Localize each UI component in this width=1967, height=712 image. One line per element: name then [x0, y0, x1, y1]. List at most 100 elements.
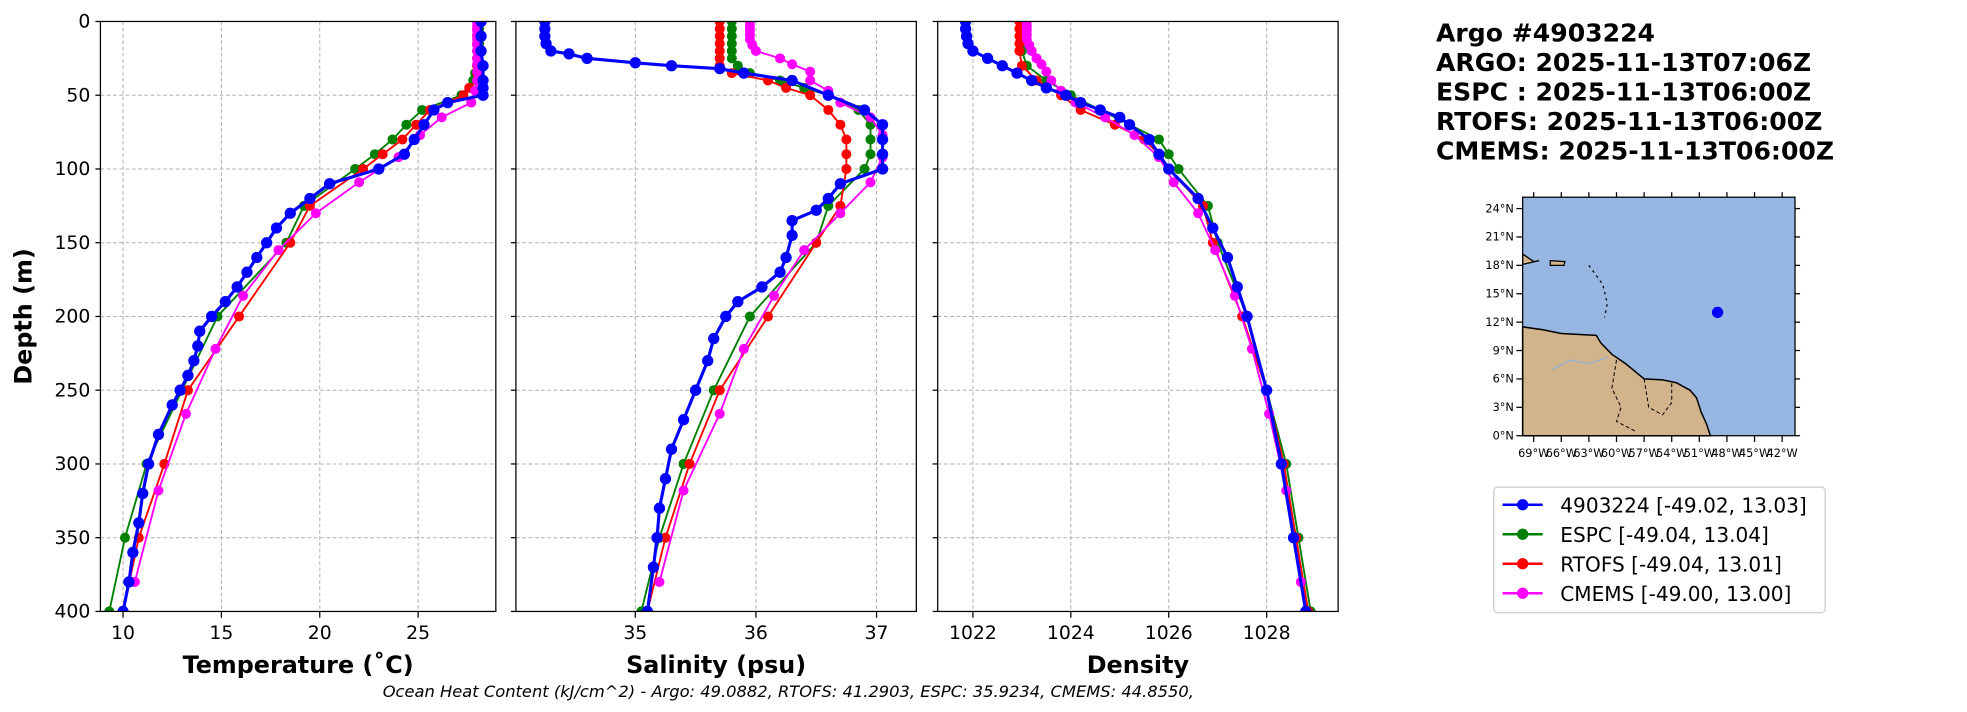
data-point-argo: [1153, 148, 1165, 160]
data-point-argo: [1260, 384, 1273, 396]
x-tick-label: 35: [623, 623, 647, 644]
data-point-argo: [822, 192, 834, 205]
data-point-cmems: [769, 290, 780, 301]
data-point-argo: [714, 63, 726, 75]
lon-tick-label: 54°W: [1656, 447, 1687, 460]
data-point-argo: [192, 340, 204, 352]
data-point-argo: [659, 473, 672, 485]
data-point-argo: [1207, 222, 1219, 234]
data-point-argo: [545, 45, 557, 57]
data-point-cmems: [466, 97, 477, 108]
data-point-argo: [651, 532, 663, 544]
data-point-argo: [1011, 67, 1023, 79]
data-point-rtofs: [841, 134, 852, 145]
data-point-argo: [1163, 163, 1175, 175]
axis-frame: [937, 20, 1339, 613]
data-point-argo: [876, 119, 889, 131]
data-point-argo: [563, 48, 575, 60]
argo-location-marker: [1711, 306, 1724, 319]
data-point-cmems: [273, 245, 284, 256]
lon-tick-label: 51°W: [1684, 447, 1715, 460]
data-point-argo: [876, 163, 889, 175]
data-point-espc: [859, 163, 870, 174]
data-point-argo: [689, 384, 702, 396]
data-point-cmems: [654, 576, 665, 587]
legend-label: 4903224 [-49.02, 13.03]: [1560, 493, 1806, 517]
x-axis-label: Density: [1087, 651, 1190, 679]
data-point-argo: [261, 237, 273, 249]
data-point-cmems: [153, 485, 164, 496]
data-point-argo: [477, 89, 489, 101]
data-point-argo: [996, 60, 1008, 72]
data-point-argo: [1287, 532, 1300, 544]
location-map: 69°W66°W63°W60°W57°W54°W51°W48°W45°W42°W…: [1485, 192, 1801, 460]
data-point-argo: [1275, 458, 1287, 470]
data-point-cmems: [738, 343, 749, 354]
data-point-argo: [665, 60, 678, 72]
data-point-argo: [1123, 119, 1136, 131]
data-point-argo: [653, 502, 666, 514]
axis-frame: [515, 20, 917, 613]
profile-axes: 10 15 20 25050100150200250300350400Temperat…: [54, 12, 1339, 679]
data-point-rtofs: [835, 119, 846, 130]
data-point-argo: [117, 605, 129, 612]
data-point-espc: [744, 311, 755, 322]
data-point-rtofs: [805, 90, 816, 101]
data-point-cmems: [1210, 245, 1221, 256]
data-point-cmems: [678, 485, 689, 496]
map-frame: [1522, 196, 1796, 437]
data-point-cmems: [1036, 59, 1047, 70]
data-point-argo: [822, 89, 834, 101]
data-point-argo: [774, 266, 786, 278]
data-point-cmems: [865, 177, 876, 188]
lat-tick-label: 3°N: [1493, 401, 1514, 414]
data-point-argo: [1241, 310, 1253, 323]
y-tick-label: 0: [78, 12, 90, 33]
data-point-rtofs: [714, 53, 725, 64]
data-point-rtofs: [660, 532, 671, 543]
border: [1611, 359, 1636, 432]
data-point-argo: [137, 487, 149, 500]
data-point-argo: [323, 178, 336, 190]
series-line-cmems: [133, 21, 479, 583]
data-point-argo: [251, 251, 263, 264]
y-tick-label: 350: [54, 528, 90, 549]
data-point-rtofs: [714, 31, 725, 42]
data-point-argo: [786, 74, 798, 87]
ocean-heat-content-footer: Ocean Heat Content (kJ/cm^2) - Argo: 49.…: [383, 682, 1194, 701]
data-point-argo: [708, 332, 720, 345]
data-point-argo: [127, 546, 139, 559]
title-line: ESPC : 2025-11-13T06:00Z: [1436, 78, 1811, 107]
legend-marker-rtofs: [1516, 558, 1529, 570]
data-point-cmems: [775, 53, 786, 64]
data-point-argo: [408, 133, 420, 146]
data-point-argo: [1300, 605, 1312, 612]
axis-salinity: 35 36 37 Salinity (psu): [510, 20, 917, 679]
data-point-cmems: [805, 75, 816, 86]
legend-marker-espc: [1516, 528, 1529, 540]
data-point-rtofs: [377, 149, 388, 160]
lat-tick-label: 9°N: [1493, 344, 1514, 357]
data-point-espc: [1163, 149, 1174, 160]
data-point-espc: [104, 606, 115, 612]
data-point-espc: [1153, 134, 1164, 145]
data-point-argo: [702, 355, 714, 367]
x-tick-label: 1026: [1145, 623, 1193, 644]
data-point-espc: [726, 45, 737, 56]
data-point-argo: [441, 96, 454, 109]
legend-label: RTOFS [-49.04, 13.01]: [1560, 552, 1782, 576]
border: [1643, 378, 1673, 416]
series-group: [104, 21, 489, 612]
data-point-argo: [641, 605, 654, 612]
data-point-argo: [475, 21, 487, 28]
axis-frame: [99, 20, 497, 613]
x-tick-label: 10: [111, 623, 135, 644]
data-point-espc: [417, 104, 428, 115]
data-point-cmems: [714, 408, 725, 419]
data-point-espc: [726, 38, 737, 49]
data-point-argo: [174, 384, 186, 396]
lat-tick-label: 18°N: [1485, 259, 1513, 272]
data-point-espc: [726, 31, 737, 42]
data-point-argo: [166, 399, 178, 411]
data-point-argo: [398, 148, 411, 160]
